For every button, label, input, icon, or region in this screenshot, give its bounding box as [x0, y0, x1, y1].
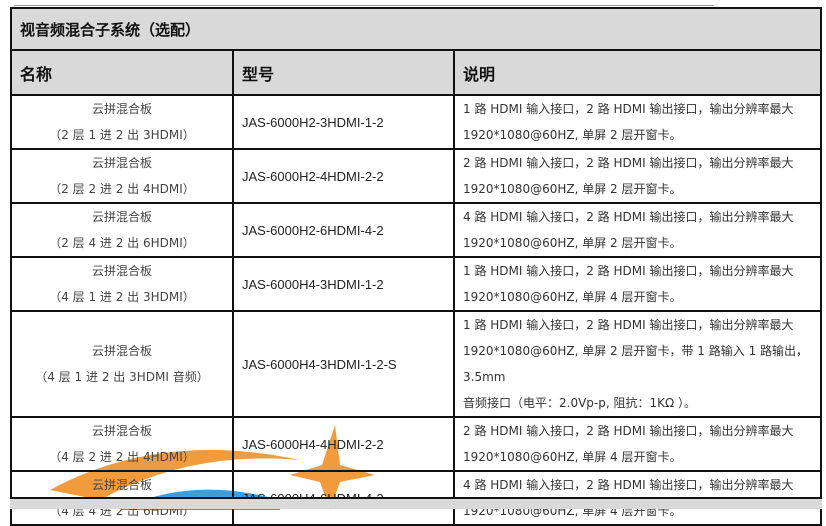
table-row: 云拼混合板 （4 层 2 进 2 出 4HDMI） JAS-6000H4-4HDM…	[10, 416, 822, 472]
description-line: 4 路 HDMI 输入接口，2 路 HDMI 输出接口，输出分辨率最大	[463, 210, 794, 224]
product-description: 2 路 HDMI 输入接口，2 路 HDMI 输出接口，输出分辨率最大 1920*…	[453, 416, 822, 472]
product-name-line: 云拼混合板	[91, 156, 152, 170]
product-description: 1 路 HDMI 输入接口，2 路 HDMI 输出接口，输出分辨率最大 1920*…	[453, 310, 822, 418]
product-model: JAS-6000H4-3HDMI-1-2-S	[232, 310, 455, 418]
description-line: 2 路 HDMI 输入接口，2 路 HDMI 输出接口，输出分辨率最大	[463, 156, 794, 170]
product-model: JAS-6000H2-6HDMI-4-2	[232, 202, 455, 258]
table-row: 云拼混合板 （2 层 4 进 2 出 6HDMI） JAS-6000H2-6HDM…	[10, 202, 822, 258]
product-spec-line: （4 层 1 进 2 出 3HDMI 音频）	[35, 370, 209, 384]
description-line: 1 路 HDMI 输入接口，2 路 HDMI 输出接口，输出分辨率最大	[463, 264, 794, 278]
product-spec-line: （4 层 2 进 2 出 4HDMI）	[49, 450, 195, 464]
product-name: 云拼混合板 （4 层 1 进 2 出 3HDMI 音频）	[10, 310, 234, 418]
product-name-line: 云拼混合板	[91, 424, 152, 438]
product-model: JAS-6000H4-3HDMI-1-2	[232, 256, 455, 312]
product-model: JAS-6000H2-3HDMI-1-2	[232, 94, 455, 150]
description-line: 1920*1080@60HZ, 单屏 4 层开窗卡。	[463, 450, 682, 464]
table-row: 云拼混合板 （2 层 2 进 2 出 4HDMI） JAS-6000H2-4HDM…	[10, 148, 822, 204]
table-title: 视音频混合子系统（选配）	[10, 7, 822, 51]
description-line: 1920*1080@60HZ, 单屏 2 层开窗卡。	[463, 182, 682, 196]
product-spec-line: （4 层 1 进 2 出 3HDMI）	[49, 290, 195, 304]
product-name-line: 云拼混合板	[91, 210, 152, 224]
product-description: 1 路 HDMI 输入接口，2 路 HDMI 输出接口，输出分辨率最大 1920*…	[453, 256, 822, 312]
description-line: 1 路 HDMI 输入接口，2 路 HDMI 输出接口，输出分辨率最大	[463, 102, 794, 116]
product-name-line: 云拼混合板	[91, 344, 152, 358]
description-line: 4 路 HDMI 输入接口，2 路 HDMI 输出接口，输出分辨率最大	[463, 478, 794, 492]
product-spec-line: （2 层 4 进 2 出 6HDMI）	[49, 236, 195, 250]
product-spec-line: （2 层 1 进 2 出 3HDMI）	[49, 128, 195, 142]
description-line: 1920*1080@60HZ, 单屏 2 层开窗卡。	[463, 128, 682, 142]
table-row: 云拼混合板 （2 层 1 进 2 出 3HDMI） JAS-6000H2-3HDM…	[10, 94, 822, 150]
header-description: 说明	[453, 49, 822, 96]
product-name: 云拼混合板 （4 层 2 进 2 出 4HDMI）	[10, 416, 234, 472]
description-line: 2 路 HDMI 输入接口，2 路 HDMI 输出接口，输出分辨率最大	[463, 424, 794, 438]
description-line: 1920*1080@60HZ, 单屏 4 层开窗卡。	[463, 290, 682, 304]
table-row: 云拼混合板 （4 层 1 进 2 出 3HDMI） JAS-6000H4-3HDM…	[10, 256, 822, 312]
header-model: 型号	[232, 49, 455, 96]
description-line: 1 路 HDMI 输入接口，2 路 HDMI 输出接口，输出分辨率最大	[463, 318, 794, 332]
product-name: 云拼混合板 （2 层 2 进 2 出 4HDMI）	[10, 148, 234, 204]
product-description: 4 路 HDMI 输入接口，2 路 HDMI 输出接口，输出分辨率最大 1920*…	[453, 202, 822, 258]
product-model: JAS-6000H4-4HDMI-2-2	[232, 416, 455, 472]
spec-table: 视音频混合子系统（选配） 名称 型号 说明 云拼混合板 （2 层 1 进 2 出 …	[10, 7, 822, 526]
product-name: 云拼混合板 （2 层 4 进 2 出 6HDMI）	[10, 202, 234, 258]
product-name-line: 云拼混合板	[91, 264, 152, 278]
product-name: 云拼混合板 （4 层 1 进 2 出 3HDMI）	[10, 256, 234, 312]
product-name: 云拼混合板 （2 层 1 进 2 出 3HDMI）	[10, 94, 234, 150]
product-description: 2 路 HDMI 输入接口，2 路 HDMI 输出接口，输出分辨率最大 1920*…	[453, 148, 822, 204]
product-spec-line: （2 层 2 进 2 出 4HDMI）	[49, 182, 195, 196]
product-name-line: 云拼混合板	[91, 102, 152, 116]
product-name-line: 云拼混合板	[91, 478, 152, 492]
next-section-band	[10, 497, 822, 509]
description-line: 音频接口（电平：2.0Vp-p, 阻抗：1KΩ ）。	[463, 396, 696, 410]
top-rule	[14, 5, 714, 6]
description-line: 1920*1080@60HZ, 单屏 2 层开窗卡，带 1 路输入 1 路输出，…	[463, 344, 809, 384]
product-description: 1 路 HDMI 输入接口，2 路 HDMI 输出接口，输出分辨率最大 1920*…	[453, 94, 822, 150]
description-line: 1920*1080@60HZ, 单屏 2 层开窗卡。	[463, 236, 682, 250]
product-model: JAS-6000H2-4HDMI-2-2	[232, 148, 455, 204]
header-name: 名称	[10, 49, 234, 96]
table-row: 云拼混合板 （4 层 1 进 2 出 3HDMI 音频） JAS-6000H4-3…	[10, 310, 822, 418]
